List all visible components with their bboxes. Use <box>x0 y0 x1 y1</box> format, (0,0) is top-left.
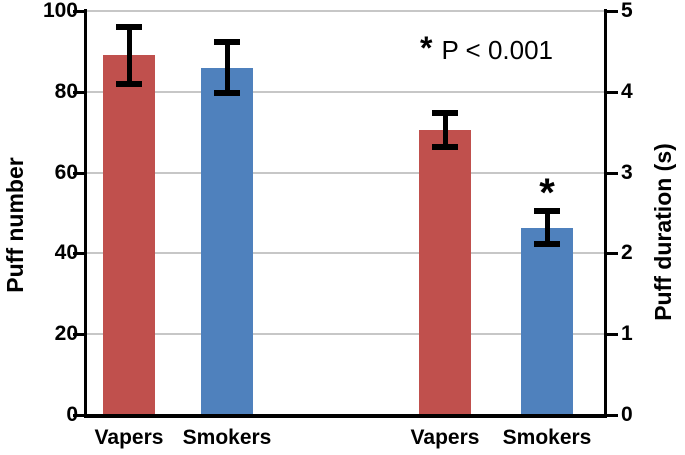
left-axis-title: Puff number <box>2 157 28 293</box>
right-axis-tick-3 <box>607 171 618 175</box>
error-bar-line <box>126 27 132 84</box>
bottom-axis-line <box>84 414 607 418</box>
gridline-80 <box>86 90 606 93</box>
left-axis-tick-label-40: 40 <box>54 241 78 265</box>
left-axis-tick-label-60: 60 <box>54 160 78 184</box>
right-axis-tick-4 <box>607 90 618 94</box>
right-axis-tick-5 <box>607 10 618 13</box>
left-axis-tick-100 <box>73 10 84 13</box>
error-bar-line <box>442 112 448 147</box>
bar-smokers-puff-duration <box>521 227 573 416</box>
error-bar-cap-top <box>432 109 458 116</box>
category-label-vapers-0: Vapers <box>94 426 164 449</box>
left-axis-tick-label-80: 80 <box>54 79 78 103</box>
error-bar-cap-bottom <box>432 143 458 150</box>
error-bar-line <box>544 211 550 244</box>
left-axis-tick-label-0: 0 <box>66 403 78 426</box>
left-axis-tick-label-100: 100 <box>42 0 78 22</box>
left-axis-tick-60 <box>73 171 84 175</box>
bar-vapers-puff-number <box>103 55 155 416</box>
right-axis-tick-1 <box>607 333 618 337</box>
gridline-20 <box>86 333 606 336</box>
right-axis-tick-label-5: 5 <box>621 0 633 22</box>
bar-vapers-puff-duration <box>419 129 471 416</box>
error-bar-cap-top <box>116 24 142 31</box>
significance-annotation: * P < 0.001 <box>420 30 553 67</box>
category-label-vapers-2: Vapers <box>410 426 480 449</box>
left-axis-line <box>84 9 87 418</box>
gridline-60 <box>86 171 606 174</box>
left-axis-tick-0 <box>73 414 84 417</box>
gridline-40 <box>86 252 606 255</box>
bar-smokers-puff-number <box>201 67 253 416</box>
error-bar-cap-bottom <box>116 80 142 87</box>
right-axis-tick-label-1: 1 <box>621 322 633 346</box>
right-axis-tick-2 <box>607 252 618 256</box>
error-bar-line <box>224 42 230 93</box>
error-bar-cap-top <box>214 39 240 46</box>
left-axis-tick-40 <box>73 252 84 256</box>
gridline-100 <box>86 10 606 12</box>
right-axis-tick-label-2: 2 <box>621 241 633 265</box>
error-bar-cap-bottom <box>534 240 560 247</box>
left-axis-tick-20 <box>73 333 84 337</box>
right-axis-tick-0 <box>607 414 618 417</box>
category-label-smokers-3: Smokers <box>502 426 592 449</box>
right-axis-tick-label-0: 0 <box>621 403 633 426</box>
right-axis-tick-label-4: 4 <box>621 79 633 103</box>
right-axis-line <box>604 9 607 418</box>
category-label-smokers-1: Smokers <box>182 426 272 449</box>
right-axis-tick-label-3: 3 <box>621 160 633 184</box>
annotation-text: P < 0.001 <box>441 35 554 65</box>
left-axis-tick-80 <box>73 90 84 94</box>
error-bar-cap-top <box>534 208 560 215</box>
left-axis-tick-label-20: 20 <box>54 322 78 346</box>
annotation-asterisk: * <box>420 30 433 66</box>
error-bar-cap-bottom <box>214 90 240 96</box>
significance-asterisk: * <box>539 171 555 216</box>
